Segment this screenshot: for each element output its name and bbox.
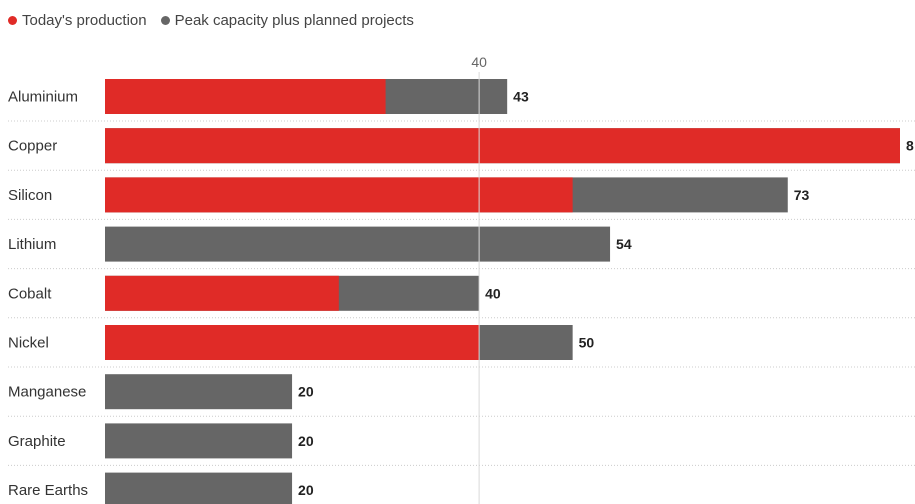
reference-tick-label: 40 [471,54,487,70]
value-label-graphite: 20 [298,433,314,449]
value-label-aluminium: 43 [513,89,529,105]
category-label-graphite: Graphite [8,433,66,450]
bar-production-cobalt [105,275,339,311]
value-label-silicon: 73 [794,187,810,203]
category-label-aluminium: Aluminium [8,89,78,106]
category-label-lithium: Lithium [8,236,56,253]
category-label-cobalt: Cobalt [8,285,52,302]
category-label-copper: Copper [8,138,57,155]
value-label-rare-earths: 20 [298,482,314,498]
value-label-cobalt: 40 [485,285,501,301]
value-label-copper: 8 [906,138,914,154]
bar-capacity-graphite [105,423,293,459]
legend: Today's production Peak capacity plus pl… [8,10,428,30]
category-label-manganese: Manganese [8,384,86,401]
category-label-rare-earths: Rare Earths [8,482,88,499]
bar-capacity-manganese [105,374,293,410]
category-label-silicon: Silicon [8,187,52,204]
legend-item-production: Today's production [8,12,147,29]
value-label-lithium: 54 [616,236,632,252]
legend-dot-production [8,15,17,25]
legend-label-capacity: Peak capacity plus planned projects [174,11,414,29]
bar-production-copper [105,128,900,164]
category-label-nickel: Nickel [8,335,49,352]
value-label-nickel: 50 [579,335,595,351]
legend-label-production: Today's production [22,11,147,29]
value-label-manganese: 20 [298,384,314,400]
legend-dot-capacity [160,15,170,25]
bar-production-nickel [105,325,480,360]
bar-production-silicon [105,177,573,213]
bar-capacity-lithium [105,226,611,262]
bar-capacity-rare-earths [105,472,293,504]
legend-item-capacity: Peak capacity plus planned projects [160,11,414,29]
bar-production-aluminium [105,79,386,114]
